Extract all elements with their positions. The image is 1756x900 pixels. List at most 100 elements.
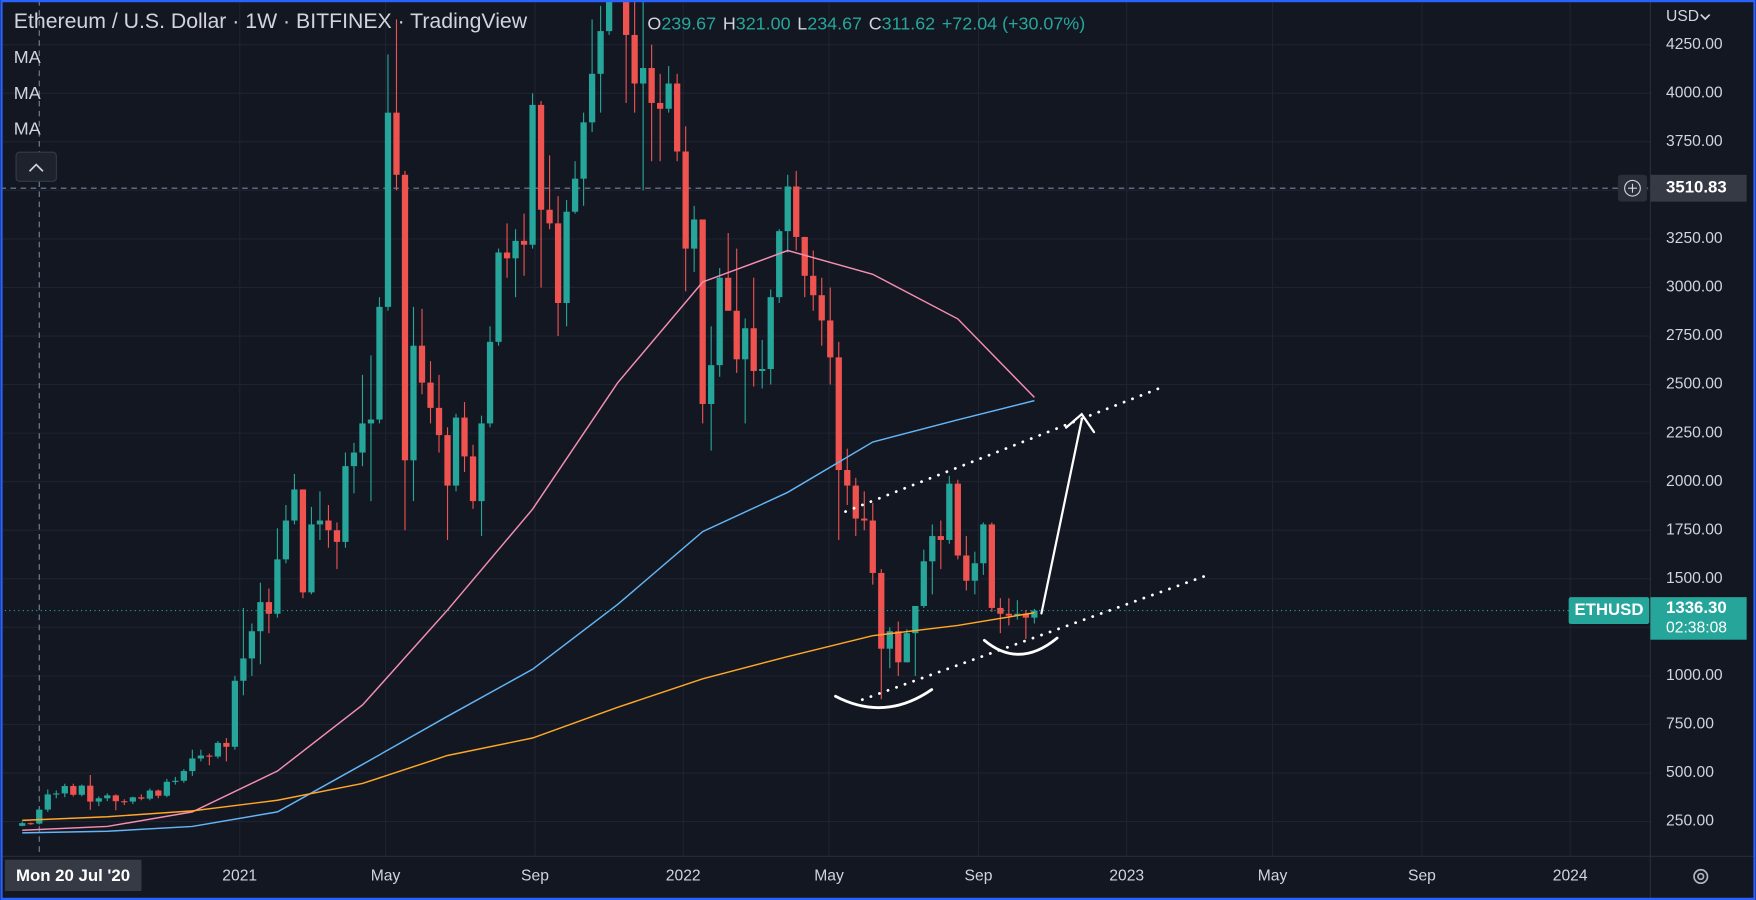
y-tick-label: 3750.00 [1666,133,1723,150]
candle-body [155,790,162,796]
trend-line [844,384,1166,513]
candle-body [274,559,281,614]
symbol-label-bg [1568,597,1650,625]
collapse-button[interactable] [15,151,57,182]
candle-body [44,794,51,810]
candle-body [435,407,443,436]
plus-icon [1624,179,1641,197]
candle-body [1031,610,1038,618]
candle-body [605,0,613,32]
ohlc-value: 234.67 [807,13,862,33]
y-tick-label: 2500.00 [1666,376,1723,393]
candle-body [418,345,426,383]
candle-body [571,178,579,212]
candle-body [121,801,128,803]
ohlc-value: 239.67 [661,13,716,33]
y-tick-label: 2000.00 [1666,473,1723,490]
crosshair-price-bg [1650,174,1747,202]
arrow [1040,418,1083,615]
candle-body [597,31,604,74]
candle-body [503,252,511,259]
candle-body [580,122,587,179]
candle-body [129,797,136,802]
legend-entry: MA [14,83,41,103]
crosshair-date-bg [4,859,142,892]
candle-body [231,680,239,747]
y-tick-label: 250.00 [1666,813,1714,830]
candle-body [512,240,519,259]
ohlc-key: L [797,13,807,33]
candle-body [444,435,451,486]
candle-body [810,275,817,296]
candle-body [980,524,987,564]
candle-body [452,417,460,486]
gear [1693,868,1709,885]
candle-body [818,295,825,321]
candle-body [563,211,570,303]
candle-body [691,219,698,249]
candle-body [189,758,196,772]
candle-body [759,369,766,371]
x-tick-label: 2022 [666,868,701,885]
candle-body [495,252,502,342]
candle-body [827,320,834,358]
candle-body [146,790,153,799]
candle-body [257,602,264,632]
candle-body [903,633,910,663]
candle-body [801,236,808,276]
ma-line [22,399,1035,834]
y-tick-label: 1750.00 [1666,521,1723,538]
candle-body [104,795,111,799]
ohlc-value: 321.00 [736,13,791,33]
x-tick-label: 2023 [1109,868,1144,885]
candle-body [469,456,477,502]
crosshair-price: 3510.83 [1666,178,1727,197]
candle-body [529,104,536,245]
x-tick-label: 2024 [1553,868,1588,885]
candle-body [640,67,647,84]
ohlc-key: O [647,13,661,33]
ma-line [22,249,1035,831]
candle-body [61,786,68,794]
candle-body [78,785,85,795]
y-tick-label: 2750.00 [1666,327,1723,344]
settings-icon[interactable] [1693,868,1709,885]
candle-body [95,798,102,802]
candle-body [223,742,230,747]
x-tick-label: May [814,868,844,885]
candle-body [282,520,290,560]
candle-body [733,310,740,360]
x-tick-label: 2021 [222,868,257,885]
candle-body [708,365,715,404]
x-tick-label: May [1258,868,1288,885]
candle-body [716,277,723,366]
candle-body [937,536,944,540]
candle-body [750,328,757,371]
ma-line [22,612,1035,822]
arrow-head [1064,412,1096,434]
y-tick-label: 3250.00 [1666,230,1723,247]
y-tick-label: 3000.00 [1666,279,1723,296]
candle-body [214,742,222,757]
candle-body [138,797,145,799]
legend-entry: MA [14,47,41,67]
x-tick-label: May [371,868,401,885]
candle-body [963,555,970,581]
candle-body [1022,613,1030,618]
candle-body [206,755,213,757]
candle-body [27,823,34,825]
candle-body [393,112,400,175]
candle-body [163,781,170,796]
candle-body [767,297,774,370]
candle-body [912,605,919,634]
change: +72.04 (+30.07%) [942,13,1085,33]
candle-body [844,470,851,486]
candle-body [631,34,638,84]
candle-body [19,823,26,826]
currency[interactable]: USD [1666,8,1699,25]
candle-body [622,0,630,35]
candle-body [776,231,783,298]
ohlc-value: 311.62 [882,13,935,33]
